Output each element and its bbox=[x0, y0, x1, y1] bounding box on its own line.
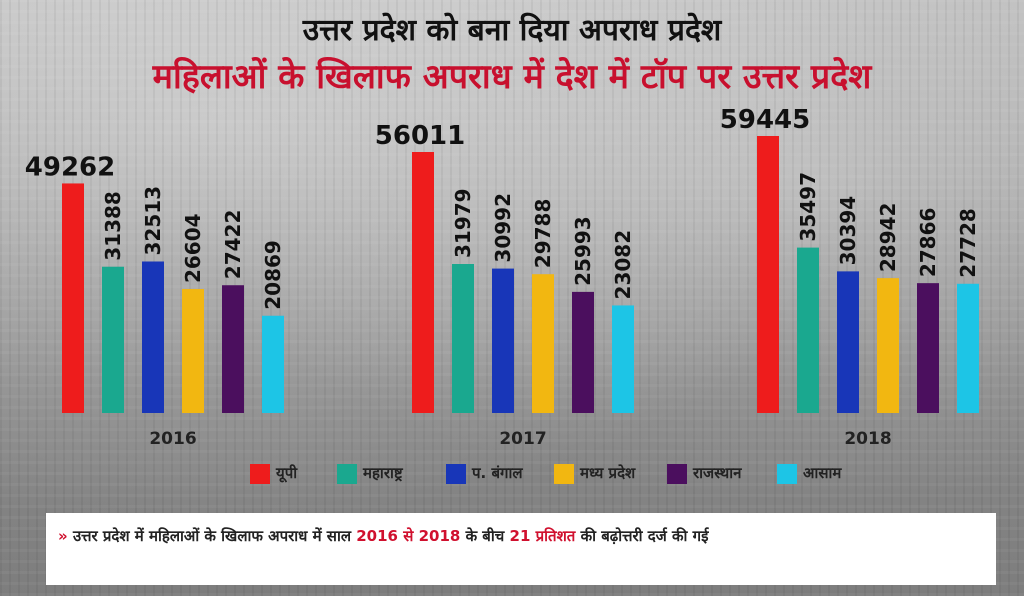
bar-2016-5 bbox=[262, 315, 284, 413]
data-label-2017-4: 25993 bbox=[571, 216, 595, 286]
data-label-2016-1: 31388 bbox=[101, 191, 125, 261]
legend-swatch bbox=[250, 464, 270, 484]
data-label-2016-3: 26604 bbox=[181, 213, 205, 283]
footer-note: » उत्तर प्रदेश में महिलाओं के खिलाफ अपरा… bbox=[46, 513, 996, 585]
bar-2017-1 bbox=[452, 263, 474, 413]
data-label-2017-5: 23082 bbox=[611, 230, 635, 300]
bar-2017-4 bbox=[572, 291, 594, 413]
data-label-2017-2: 30992 bbox=[491, 193, 515, 263]
page-title: उत्तर प्रदेश को बना दिया अपराध प्रदेश bbox=[302, 13, 722, 48]
legend-swatch bbox=[446, 464, 466, 484]
footer-highlight-years: 2016 से 2018 bbox=[356, 527, 461, 545]
legend-swatch bbox=[667, 464, 687, 484]
bar-2017-2 bbox=[492, 268, 514, 413]
bar-2017-5 bbox=[612, 305, 634, 413]
legend-label: प. बंगाल bbox=[472, 464, 523, 482]
bar-2016-1 bbox=[102, 266, 124, 413]
bar-2018-2 bbox=[837, 271, 859, 413]
data-label-2016-4: 27422 bbox=[221, 210, 245, 280]
legend-label: महाराष्ट्र bbox=[363, 464, 403, 482]
bullet-icon: » bbox=[58, 527, 68, 545]
bar-2018-1 bbox=[797, 247, 819, 413]
bar-2016-4 bbox=[222, 285, 244, 413]
data-label-2018-1: 35497 bbox=[796, 172, 820, 242]
x-tick-2017: 2017 bbox=[499, 429, 546, 449]
data-label-2016-5: 20869 bbox=[261, 240, 285, 310]
bar-2016-2 bbox=[142, 261, 164, 413]
bar-2017-0 bbox=[412, 152, 434, 413]
legend-swatch bbox=[337, 464, 357, 484]
bar-2017-3 bbox=[532, 274, 554, 413]
data-label-2016-2: 32513 bbox=[141, 186, 165, 256]
legend-swatch bbox=[777, 464, 797, 484]
bar-2018-5 bbox=[957, 283, 979, 413]
footer-part3: की बढ़ोत्तरी दर्ज की गई bbox=[580, 527, 709, 545]
data-label-2018-2: 30394 bbox=[836, 196, 860, 266]
data-label-2018-0: 59445 bbox=[720, 105, 810, 135]
data-label-2018-3: 28942 bbox=[876, 203, 900, 273]
data-label-2018-4: 27866 bbox=[916, 208, 940, 278]
data-label-2018-5: 27728 bbox=[956, 208, 980, 278]
chart-legend: यूपी महाराष्ट्र प. बंगाल मध्य प्रदेश राजस्था… bbox=[250, 460, 910, 488]
legend-label: आसाम bbox=[803, 464, 842, 482]
legend-label: यूपी bbox=[276, 464, 298, 482]
legend-swatch bbox=[554, 464, 574, 484]
page-subtitle: महिलाओं के खिलाफ अपराध में देश में टॉप प… bbox=[152, 57, 872, 97]
bar-2018-3 bbox=[877, 278, 899, 413]
data-label-2016-0: 49262 bbox=[25, 152, 115, 182]
x-tick-2016: 2016 bbox=[149, 429, 196, 449]
footer-highlight-percent: 21 प्रतिशत bbox=[509, 527, 576, 545]
data-label-2017-1: 31979 bbox=[451, 188, 475, 258]
footer-text: » उत्तर प्रदेश में महिलाओं के खिलाफ अपरा… bbox=[58, 526, 708, 546]
bar-2016-3 bbox=[182, 289, 204, 413]
data-label-2017-3: 29788 bbox=[531, 199, 555, 269]
bar-2016-0 bbox=[62, 183, 84, 413]
bar-2018-0 bbox=[757, 136, 779, 413]
legend-label: मध्य प्रदेश bbox=[580, 464, 636, 482]
bar-2018-4 bbox=[917, 283, 939, 413]
data-label-2017-0: 56011 bbox=[375, 121, 465, 151]
legend-label: राजस्थान bbox=[693, 464, 742, 482]
footer-part1: उत्तर प्रदेश में महिलाओं के खिलाफ अपराध … bbox=[72, 527, 351, 545]
footer-part2: के बीच bbox=[465, 527, 505, 545]
x-tick-2018: 2018 bbox=[844, 429, 891, 449]
